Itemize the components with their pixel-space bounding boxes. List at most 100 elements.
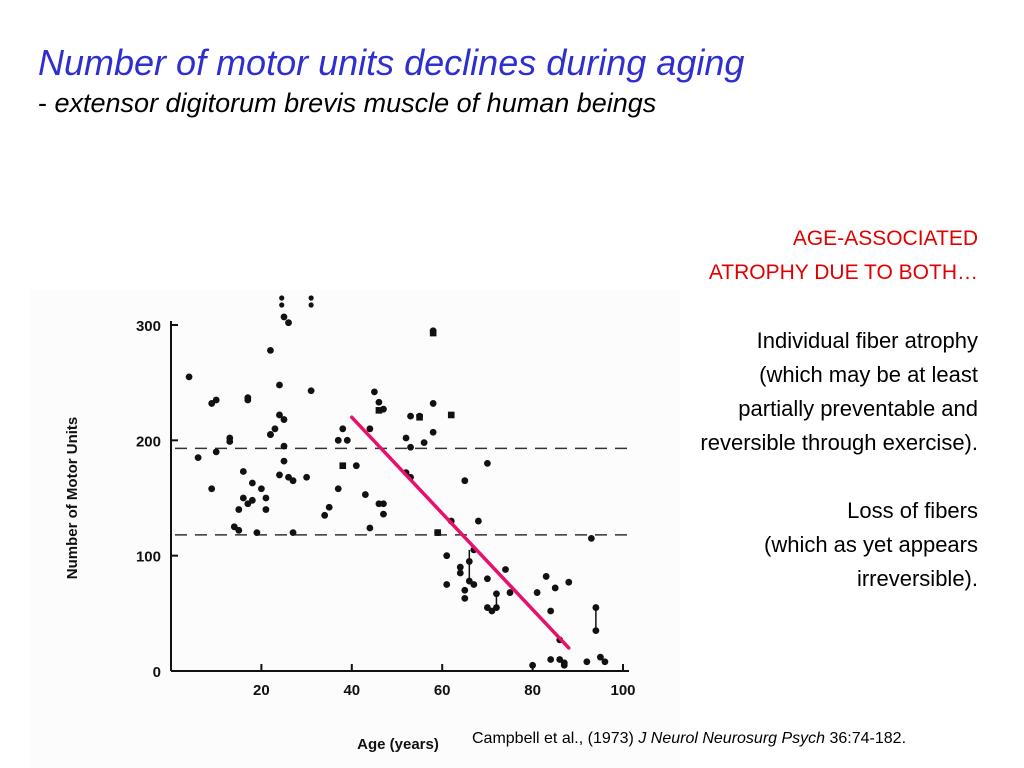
data-point <box>280 416 288 423</box>
data-point <box>429 428 437 436</box>
data-point <box>262 506 270 513</box>
data-point <box>474 517 482 525</box>
data-point-square <box>416 413 423 421</box>
y-tick-label: 100 <box>136 549 161 566</box>
data-point <box>542 573 550 580</box>
data-point <box>226 438 234 445</box>
side-point-line: (which as yet appears <box>764 532 978 557</box>
data-point <box>551 584 559 592</box>
data-point-square <box>375 407 383 414</box>
data-point <box>560 659 568 667</box>
x-tick-label: 100 <box>610 682 635 699</box>
data-point <box>565 578 573 586</box>
data-point <box>592 604 600 611</box>
data-point <box>321 511 329 519</box>
data-point <box>429 400 437 407</box>
data-point <box>271 425 279 433</box>
y-tick-label: 200 <box>136 433 161 450</box>
side-point-line: reversible through exercise). <box>700 430 978 455</box>
data-point <box>493 590 500 598</box>
data-point <box>366 524 374 532</box>
data-point <box>253 529 261 536</box>
data-point <box>547 607 555 615</box>
citation-authors: Campbell et al., (1973) <box>472 730 639 747</box>
data-point <box>339 425 347 433</box>
data-point <box>352 462 360 470</box>
data-point <box>212 396 220 404</box>
data-point <box>267 431 274 438</box>
side-point-line: irreversible). <box>856 566 978 591</box>
slide-subtitle: - extensor digitorum brevis muscle of hu… <box>38 88 656 119</box>
side-point-line: (which may be at least <box>759 362 978 387</box>
data-point <box>361 491 369 498</box>
data-point <box>601 658 609 666</box>
data-point <box>456 569 464 577</box>
data-point <box>280 457 288 465</box>
data-point <box>303 473 310 481</box>
data-point <box>334 436 342 444</box>
off-scale-point <box>308 302 314 308</box>
data-point <box>276 411 283 419</box>
side-point-loss-of-fibers: Loss of fibers (which as yet appears irr… <box>578 494 978 596</box>
data-point <box>502 566 509 573</box>
data-point <box>285 319 292 327</box>
citation: Campbell et al., (1973) J Neurol Neurosu… <box>472 730 906 748</box>
data-point <box>289 477 297 485</box>
data-point <box>325 503 333 511</box>
side-point-line: Loss of fibers <box>847 498 978 523</box>
data-point <box>185 373 193 381</box>
data-point <box>244 396 252 404</box>
data-point <box>592 627 600 635</box>
data-point <box>212 448 220 456</box>
data-point <box>420 439 428 447</box>
data-point <box>276 381 283 389</box>
x-tick-label: 80 <box>524 682 541 699</box>
data-point <box>407 412 414 420</box>
data-point <box>465 558 473 565</box>
motor-units-figure: 0 100 200 300 20 40 60 80 100 Age (years) Number o… <box>30 290 680 768</box>
data-point <box>506 589 514 596</box>
data-point <box>597 653 604 661</box>
y-tick-label: 300 <box>136 318 161 335</box>
data-point <box>470 581 478 588</box>
trend-line <box>350 415 571 650</box>
data-point <box>239 468 247 475</box>
side-point-line: Individual fiber atrophy <box>756 328 978 353</box>
data-point <box>583 658 591 666</box>
data-point-square <box>339 462 347 470</box>
data-point <box>307 387 315 395</box>
data-point <box>235 506 243 513</box>
data-point <box>239 494 247 502</box>
data-point <box>375 398 383 406</box>
slide-title: Number of motor units declines during ag… <box>38 42 745 83</box>
data-point <box>371 388 378 396</box>
data-point <box>533 589 541 596</box>
x-tick-label: 20 <box>253 682 270 699</box>
off-scale-point <box>279 295 285 301</box>
citation-journal: J Neurol Neurosurg Psych <box>638 730 826 747</box>
side-point-line: partially preventable and <box>738 396 978 421</box>
data-point <box>493 604 500 611</box>
off-scale-point <box>308 295 314 301</box>
data-point <box>461 586 469 594</box>
data-point-square <box>434 529 441 536</box>
data-point <box>366 425 374 433</box>
data-point <box>529 661 536 669</box>
data-point <box>443 581 451 588</box>
data-point <box>280 313 288 321</box>
x-tick-label: 60 <box>434 682 451 699</box>
side-point-fiber-atrophy: Individual fiber atrophy (which may be a… <box>578 324 978 460</box>
data-point <box>402 434 410 442</box>
data-point <box>484 460 491 467</box>
subtitle-dash: - <box>38 88 55 118</box>
side-heading: AGE-ASSOCIATED ATROPHY DUE TO BOTH… <box>578 222 978 290</box>
x-tick-label: 40 <box>343 682 360 699</box>
data-point <box>380 500 387 508</box>
data-point <box>547 656 555 663</box>
data-point <box>276 471 283 479</box>
data-point <box>443 552 451 560</box>
x-axis-label: Age (years) <box>357 736 439 753</box>
subtitle-text: extensor digitorum brevis muscle of huma… <box>54 88 657 118</box>
data-point <box>262 494 270 502</box>
data-point-square <box>429 329 437 337</box>
